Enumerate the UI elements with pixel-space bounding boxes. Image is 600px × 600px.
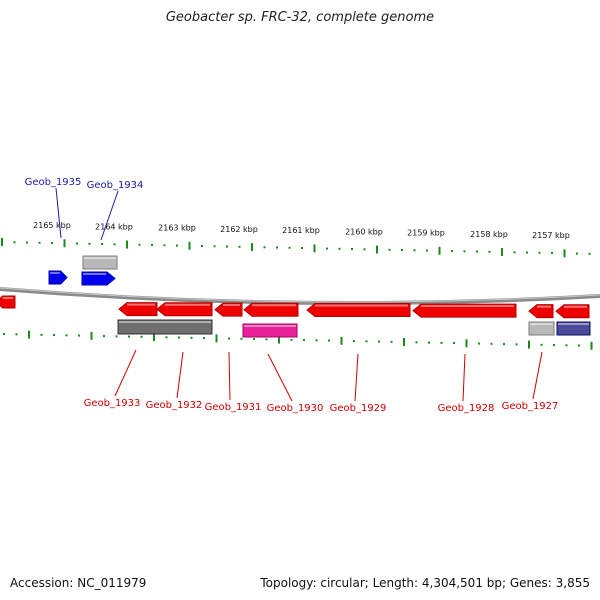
gene-reverse-arrow-shine xyxy=(564,305,587,308)
scale-label: 2165 kbp xyxy=(33,221,71,230)
gene-label-geob-1934[interactable]: Geob_1934 xyxy=(87,180,144,191)
feature-gray[interactable] xyxy=(528,321,555,336)
gene-forward-geob-1934-shine xyxy=(83,273,106,275)
genome-backbone xyxy=(0,287,600,306)
gene-reverse-arrow-shine xyxy=(223,304,240,307)
feature-magenta[interactable] xyxy=(242,323,298,338)
scale-label: 2158 kbp xyxy=(470,230,508,239)
gene-reverse-arrow-shine xyxy=(165,303,210,306)
gene-reverse-arrow[interactable] xyxy=(156,302,213,317)
gene-forward-geob-1935-shine xyxy=(50,272,60,274)
gene-label-geob-1928[interactable]: Geob_1928 xyxy=(438,403,495,414)
gene-forward-geob-1935[interactable] xyxy=(48,270,68,285)
label-leader-line xyxy=(267,353,293,402)
label-leader-line xyxy=(354,353,359,402)
gene-label-geob-1933[interactable]: Geob_1933 xyxy=(84,398,141,409)
label-leader-line xyxy=(462,353,466,402)
label-leader-line xyxy=(532,351,543,400)
feature-gray-1934[interactable] xyxy=(82,255,118,270)
gene-reverse-arrow-shine xyxy=(252,304,296,307)
gene-label-geob-1927[interactable]: Geob_1927 xyxy=(502,401,559,412)
gene-label-geob-1932[interactable]: Geob_1932 xyxy=(146,400,203,411)
scale-label: 2159 kbp xyxy=(407,229,445,238)
gene-reverse-arrow[interactable] xyxy=(118,302,158,317)
gene-label-geob-1930[interactable]: Geob_1930 xyxy=(267,403,324,414)
label-leader-line xyxy=(55,187,62,239)
gene-label-geob-1935[interactable]: Geob_1935 xyxy=(25,177,82,188)
scale-label: 2164 kbp xyxy=(95,222,133,231)
gene-reverse-partial-shine xyxy=(2,297,14,299)
genome-backbone-highlight xyxy=(0,287,600,303)
map-title: Geobacter sp. FRC-32, complete genome xyxy=(165,10,435,25)
feature-dark-gray-shine xyxy=(119,321,211,323)
scale-label: 2163 kbp xyxy=(158,224,196,233)
gene-reverse-arrow[interactable] xyxy=(306,303,411,318)
scale-label: 2160 kbp xyxy=(345,227,383,236)
accession-text: Accession: NC_011979 xyxy=(10,576,147,590)
gene-reverse-arrow[interactable] xyxy=(555,304,590,319)
gene-reverse-arrow-shine xyxy=(315,304,408,307)
gene-forward-geob-1934[interactable] xyxy=(81,271,116,286)
gene-reverse-partial[interactable] xyxy=(0,295,16,309)
feature-dark-gray[interactable] xyxy=(117,319,213,335)
label-leader-line xyxy=(228,351,231,401)
gene-reverse-arrow[interactable] xyxy=(214,302,243,317)
feature-gray-shine xyxy=(530,323,553,325)
gene-reverse-arrow-shine xyxy=(537,305,551,308)
feature-magenta-shine xyxy=(244,325,296,327)
gene-reverse-arrow[interactable] xyxy=(412,303,517,318)
genome-summary-text: Topology: circular; Length: 4,304,501 bp… xyxy=(260,576,590,590)
feature-navy-shine xyxy=(558,323,589,325)
scale-label: 2157 kbp xyxy=(532,231,570,240)
gene-reverse-arrow-shine xyxy=(421,305,514,308)
feature-navy[interactable] xyxy=(556,321,591,336)
scale-label: 2161 kbp xyxy=(282,226,320,235)
gene-label-geob-1929[interactable]: Geob_1929 xyxy=(330,403,387,414)
scale-label: 2162 kbp xyxy=(220,225,258,234)
label-leader-line xyxy=(100,190,119,241)
label-leader-line xyxy=(176,351,184,399)
feature-gray-1934-shine xyxy=(84,257,116,259)
label-leader-line xyxy=(114,349,137,397)
gene-reverse-arrow[interactable] xyxy=(528,304,554,319)
gene-label-geob-1931[interactable]: Geob_1931 xyxy=(205,402,262,413)
gene-reverse-arrow[interactable] xyxy=(243,302,299,317)
gene-reverse-arrow-shine xyxy=(127,303,155,306)
